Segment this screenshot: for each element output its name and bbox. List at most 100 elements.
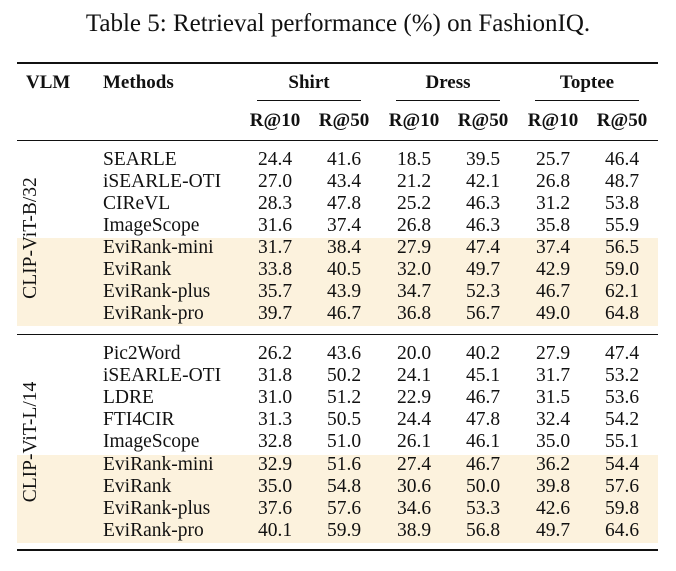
- cell-value: 26.2: [257, 343, 293, 364]
- header-metric: R@50: [457, 110, 509, 131]
- cell-value: 39.5: [465, 149, 501, 170]
- cell-value: 24.4: [396, 409, 432, 430]
- table-row: EviRank 33.8 40.5 32.0 49.7 42.9 59.0: [0, 259, 676, 281]
- cell-value: 50.5: [326, 409, 362, 430]
- table-row: EviRank-plus 37.6 57.6 34.6 53.3 42.6 59.8: [0, 498, 676, 520]
- cell-value: 59.8: [604, 498, 640, 519]
- cell-value: 64.8: [604, 303, 640, 324]
- cell-value: 50.2: [326, 365, 362, 386]
- section-rule: [17, 334, 658, 336]
- cell-value: 46.7: [465, 387, 501, 408]
- cell-value: 26.8: [535, 171, 571, 192]
- method-name: iSEARLE-OTI: [103, 171, 222, 192]
- cell-value: 31.7: [257, 237, 293, 258]
- header-metric: R@10: [249, 110, 301, 131]
- bottom-rule: [17, 549, 658, 551]
- cell-value: 21.2: [396, 171, 432, 192]
- cell-value: 51.6: [326, 454, 362, 475]
- cell-value: 27.9: [535, 343, 571, 364]
- cmidrule-shirt: [257, 100, 361, 102]
- cell-value: 47.4: [465, 237, 501, 258]
- cell-value: 53.2: [604, 365, 640, 386]
- header-vlm: VLM: [26, 72, 71, 93]
- cell-value: 34.6: [396, 498, 432, 519]
- cell-value: 35.0: [257, 476, 293, 497]
- method-name: CIReVL: [103, 193, 171, 214]
- header-methods: Methods: [103, 72, 174, 93]
- cell-value: 35.7: [257, 281, 293, 302]
- cell-value: 46.3: [465, 193, 501, 214]
- highlight-band: [17, 238, 658, 326]
- cell-value: 57.6: [326, 498, 362, 519]
- cell-value: 53.6: [604, 387, 640, 408]
- cell-value: 56.8: [465, 520, 501, 541]
- cell-value: 59.9: [326, 520, 362, 541]
- header-metric: R@50: [318, 110, 370, 131]
- header-metric: R@50: [596, 110, 648, 131]
- cell-value: 35.0: [535, 431, 571, 452]
- cell-value: 24.4: [257, 149, 293, 170]
- table-row: LDRE 31.0 51.2 22.9 46.7 31.5 53.6: [0, 387, 676, 409]
- cell-value: 31.0: [257, 387, 293, 408]
- cell-value: 43.9: [326, 281, 362, 302]
- header-metric: R@10: [388, 110, 440, 131]
- cell-value: 31.6: [257, 215, 293, 236]
- cell-value: 53.3: [465, 498, 501, 519]
- cell-value: 39.8: [535, 476, 571, 497]
- cell-value: 31.2: [535, 193, 571, 214]
- cell-value: 22.9: [396, 387, 432, 408]
- cell-value: 47.8: [465, 409, 501, 430]
- cell-value: 36.2: [535, 454, 571, 475]
- cell-value: 55.1: [604, 431, 640, 452]
- cell-value: 54.4: [604, 454, 640, 475]
- cell-value: 54.2: [604, 409, 640, 430]
- method-name: EviRank: [103, 259, 172, 280]
- cell-value: 46.7: [326, 303, 362, 324]
- cell-value: 46.7: [465, 454, 501, 475]
- table-row: ImageScope 31.6 37.4 26.8 46.3 35.8 55.9: [0, 215, 676, 237]
- cell-value: 30.6: [396, 476, 432, 497]
- cell-value: 27.0: [257, 171, 293, 192]
- cell-value: 18.5: [396, 149, 432, 170]
- cell-value: 38.9: [396, 520, 432, 541]
- cmidrule-dress: [396, 100, 500, 102]
- cell-value: 32.0: [396, 259, 432, 280]
- highlight-band: [17, 455, 658, 543]
- cell-value: 43.6: [326, 343, 362, 364]
- cell-value: 46.3: [465, 215, 501, 236]
- cell-value: 62.1: [604, 281, 640, 302]
- table-row: EviRank-mini 32.9 51.6 27.4 46.7 36.2 54.4: [0, 454, 676, 476]
- cell-value: 24.1: [396, 365, 432, 386]
- method-name: Pic2Word: [103, 343, 181, 364]
- method-name: FTI4CIR: [103, 409, 175, 430]
- cell-value: 50.0: [465, 476, 501, 497]
- cell-value: 47.4: [604, 343, 640, 364]
- cell-value: 54.8: [326, 476, 362, 497]
- method-name: SEARLE: [103, 149, 177, 170]
- header-rule: [17, 140, 658, 142]
- method-name: ImageScope: [103, 431, 200, 452]
- cell-value: 41.6: [326, 149, 362, 170]
- table-row: ImageScope 32.8 51.0 26.1 46.1 35.0 55.1: [0, 431, 676, 453]
- header-metric: R@10: [527, 110, 579, 131]
- cell-value: 55.9: [604, 215, 640, 236]
- method-name: EviRank-mini: [103, 454, 214, 475]
- method-name: EviRank-pro: [103, 303, 204, 324]
- cell-value: 45.1: [465, 365, 501, 386]
- cell-value: 20.0: [396, 343, 432, 364]
- cell-value: 46.4: [604, 149, 640, 170]
- cell-value: 37.4: [326, 215, 362, 236]
- cell-value: 37.6: [257, 498, 293, 519]
- cell-value: 32.9: [257, 454, 293, 475]
- cell-value: 47.8: [326, 193, 362, 214]
- cell-value: 38.4: [326, 237, 362, 258]
- table-row: Pic2Word 26.2 43.6 20.0 40.2 27.9 47.4: [0, 343, 676, 365]
- table-row: iSEARLE-OTI 27.0 43.4 21.2 42.1 26.8 48.7: [0, 171, 676, 193]
- cell-value: 51.0: [326, 431, 362, 452]
- cell-value: 25.7: [535, 149, 571, 170]
- cmidrule-toptee: [535, 100, 639, 102]
- cell-value: 35.8: [535, 215, 571, 236]
- cell-value: 27.4: [396, 454, 432, 475]
- cell-value: 56.5: [604, 237, 640, 258]
- cell-value: 31.3: [257, 409, 293, 430]
